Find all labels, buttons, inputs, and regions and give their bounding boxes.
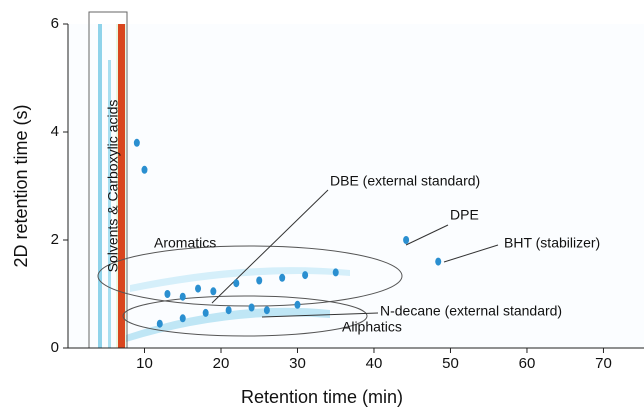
x-tick-label: 70 <box>595 355 612 372</box>
peak <box>248 303 255 312</box>
peak <box>164 290 171 298</box>
leader-line <box>211 189 329 304</box>
x-tick-label: 50 <box>442 355 459 372</box>
peak <box>256 276 263 285</box>
peak <box>225 306 232 315</box>
peak <box>332 268 339 277</box>
streak <box>130 267 350 292</box>
x-tick-label: 20 <box>213 355 230 372</box>
annotation: DPE <box>450 207 479 223</box>
peak <box>133 138 140 147</box>
x-tick-label: 10 <box>136 355 153 372</box>
peak <box>179 292 186 301</box>
peak <box>179 314 186 323</box>
peak <box>141 165 148 174</box>
leader-line <box>443 244 499 263</box>
y-axis-label: 2D retention time (s) <box>11 104 31 267</box>
x-axis-label: Retention time (min) <box>241 387 403 407</box>
y-tick-label: 2 <box>51 231 59 248</box>
leader-line <box>405 224 449 246</box>
streak <box>118 24 125 348</box>
peak <box>210 287 217 296</box>
streak <box>108 60 111 348</box>
annotation: Aliphatics <box>342 319 402 335</box>
annotation: DBE (external standard) <box>330 173 480 189</box>
peak <box>202 308 209 317</box>
peak <box>233 279 240 288</box>
annotation: BHT (stabilizer) <box>504 235 600 251</box>
peak <box>294 300 301 309</box>
peak <box>435 257 442 266</box>
y-tick-label: 4 <box>51 123 59 140</box>
streak <box>98 24 102 348</box>
x-tick-label: 60 <box>519 355 536 372</box>
x-tick-label: 40 <box>366 355 383 372</box>
annotation: N-decane (external standard) <box>380 303 562 319</box>
peak <box>279 273 286 282</box>
peak <box>403 236 410 244</box>
x-tick-label: 30 <box>289 355 306 372</box>
y-tick-label: 0 <box>51 339 59 356</box>
peak <box>263 306 270 315</box>
leader-line <box>261 312 379 318</box>
plot-area <box>68 24 644 348</box>
annotation: Aromatics <box>154 235 216 251</box>
peak <box>156 319 163 328</box>
annotation-ellipse <box>122 295 368 337</box>
peak <box>195 284 202 293</box>
peak <box>302 271 309 280</box>
y-tick-label: 6 <box>51 15 59 32</box>
annotation: Solvents & Carboxylic acids <box>105 100 121 273</box>
